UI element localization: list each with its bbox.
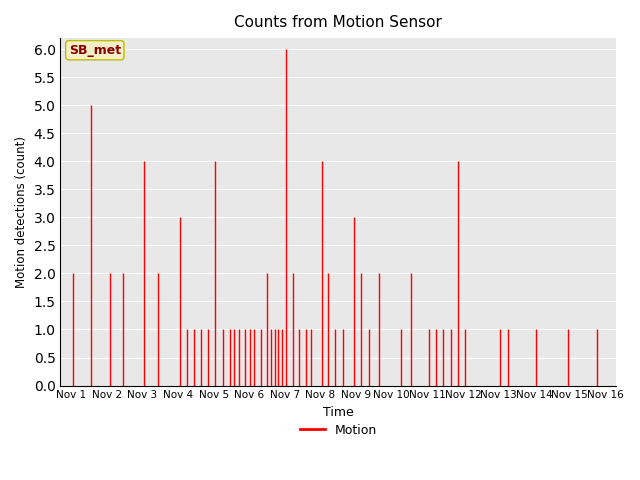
X-axis label: Time: Time xyxy=(323,406,354,419)
Legend: Motion: Motion xyxy=(294,419,382,442)
Title: Counts from Motion Sensor: Counts from Motion Sensor xyxy=(234,15,442,30)
Y-axis label: Motion detections (count): Motion detections (count) xyxy=(15,136,28,288)
Text: SB_met: SB_met xyxy=(68,44,121,57)
